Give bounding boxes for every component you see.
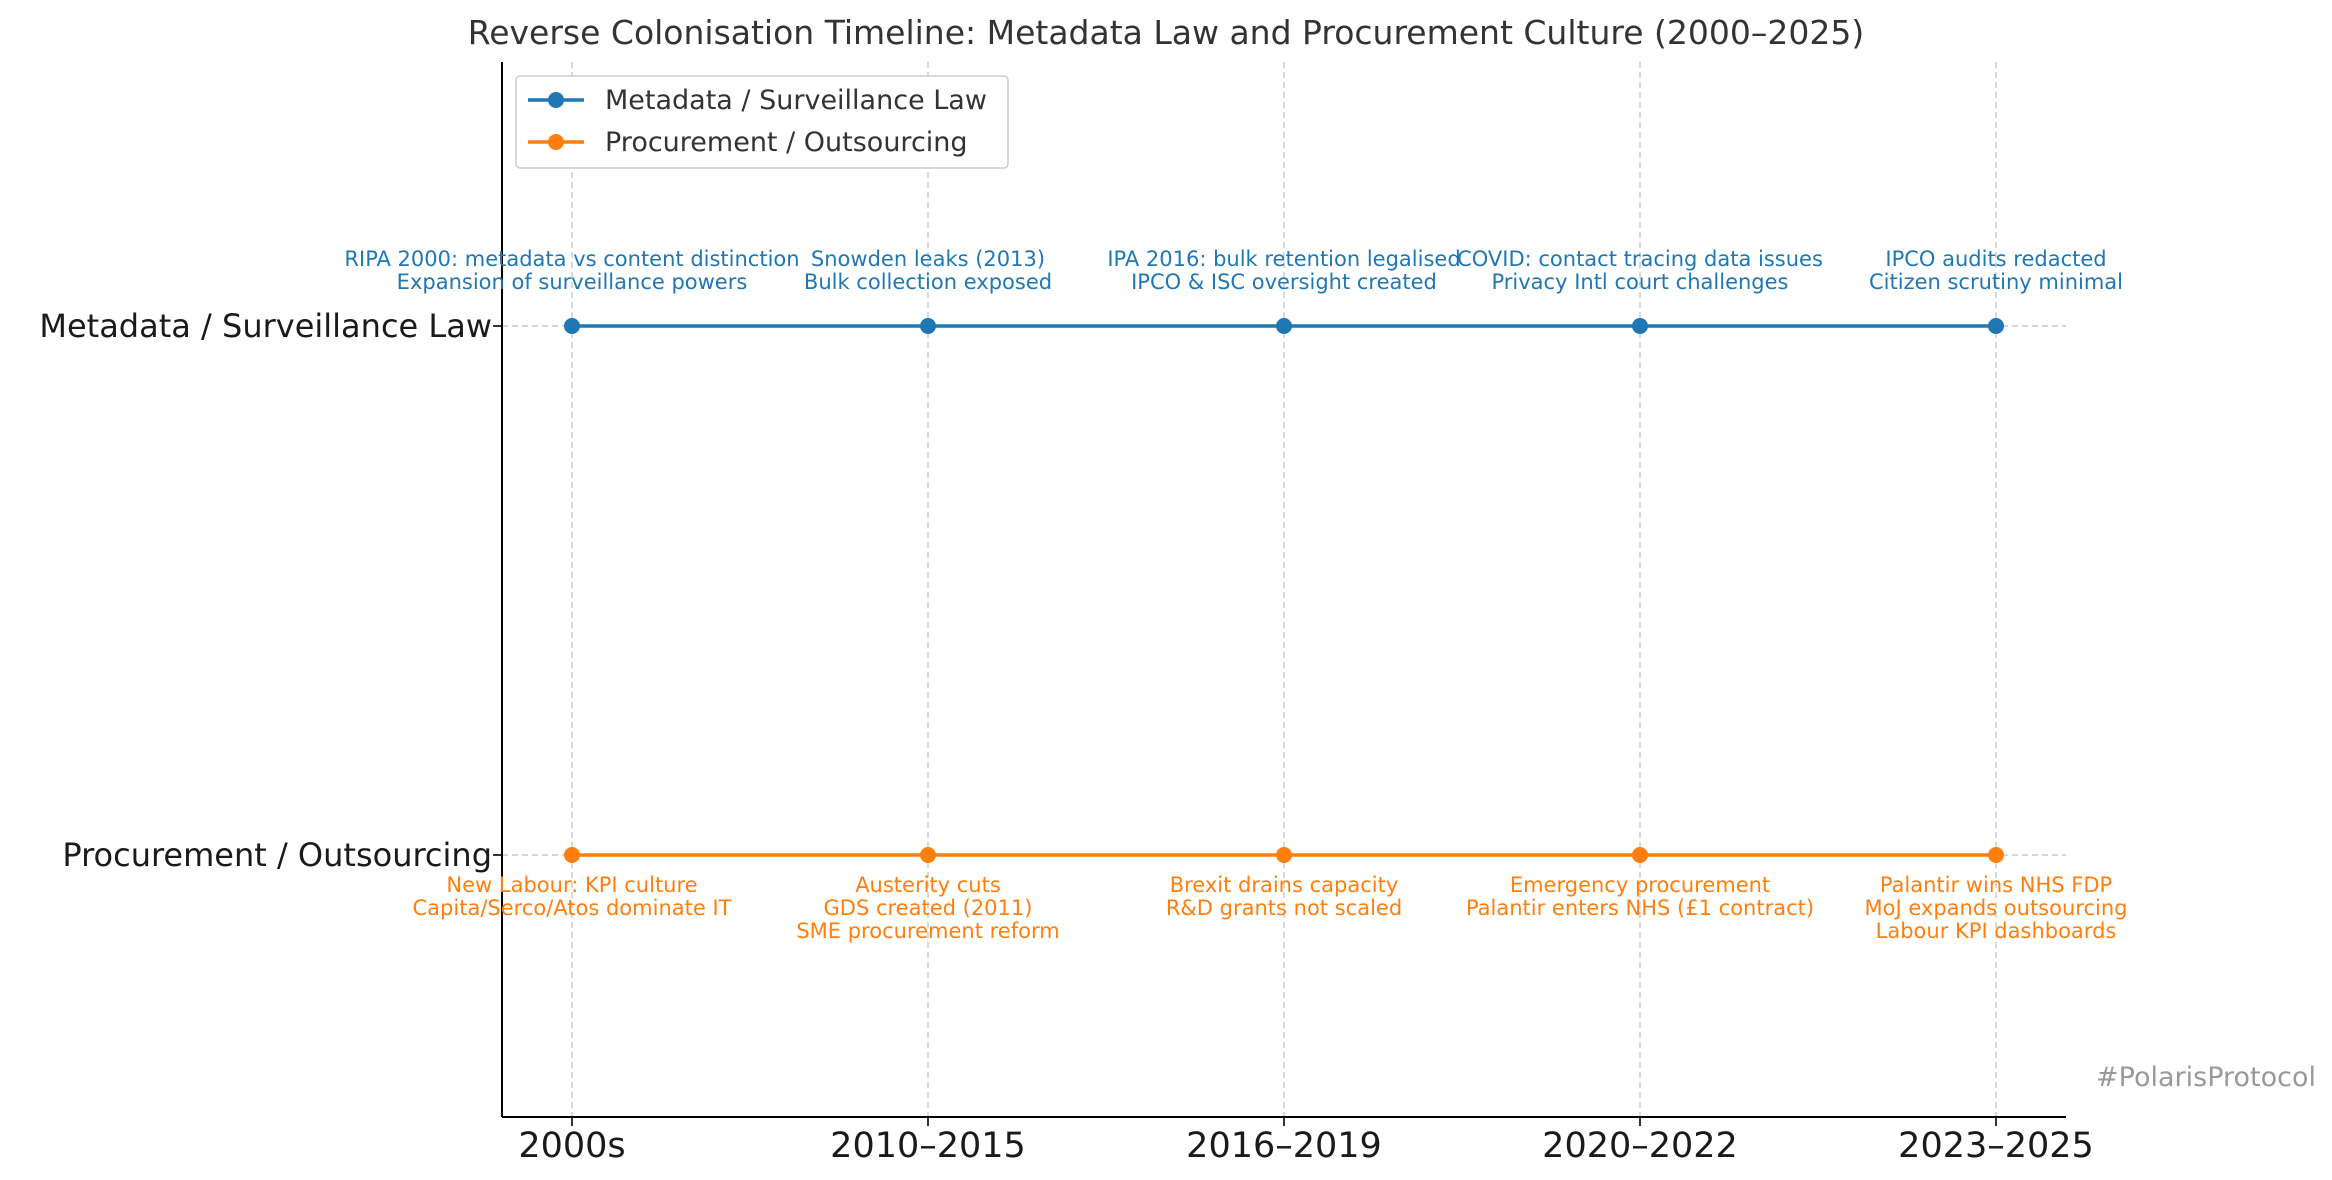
- annotation-line: Bulk collection exposed: [804, 270, 1052, 294]
- chart-title: Reverse Colonisation Timeline: Metadata …: [468, 13, 1864, 52]
- legend-marker: [548, 92, 564, 108]
- data-point: [1988, 318, 2004, 334]
- annotation-line: IPA 2016: bulk retention legalised: [1107, 247, 1460, 271]
- legend-marker: [548, 134, 564, 150]
- data-point: [920, 847, 936, 863]
- annotation-line: New Labour: KPI culture: [446, 873, 697, 897]
- point-annotation: Palantir wins NHS FDP MoJ expands outsour…: [1865, 873, 2128, 943]
- data-point: [564, 318, 580, 334]
- point-annotation: COVID: contact tracing data issues Privac…: [1457, 247, 1823, 294]
- annotation-line: Austerity cuts: [855, 873, 1001, 897]
- annotation-line: Emergency procurement: [1510, 873, 1770, 897]
- annotation-line: Labour KPI dashboards: [1876, 919, 2117, 943]
- annotation-line: MoJ expands outsourcing: [1865, 896, 2128, 920]
- legend-label: Metadata / Surveillance Law: [605, 85, 987, 116]
- annotation-line: SME procurement reform: [796, 919, 1059, 943]
- data-point: [564, 847, 580, 863]
- legend-frame: [515, 75, 1009, 169]
- annotation-line: RIPA 2000: metadata vs content distincti…: [344, 247, 799, 271]
- annotation-line: Expansion of surveillance powers: [397, 270, 748, 294]
- annotation-line: Palantir wins NHS FDP: [1880, 873, 2112, 897]
- annotation-line: Snowden leaks (2013): [811, 247, 1045, 271]
- point-annotation: New Labour: KPI culture Capita/Serco/Atos…: [413, 873, 732, 920]
- data-point: [920, 318, 936, 334]
- annotation-line: Palantir enters NHS (£1 contract): [1466, 896, 1814, 920]
- x-tick-label: 2010–2015: [830, 1126, 1026, 1166]
- watermark-text: #PolarisProtocol: [2096, 1062, 2316, 1093]
- data-point: [1988, 847, 2004, 863]
- point-annotation: Emergency procurement Palantir enters NHS…: [1466, 873, 1814, 920]
- x-tick-label: 2000s: [518, 1126, 625, 1166]
- annotation-line: IPCO audits redacted: [1885, 247, 2106, 271]
- annotation-line: R&D grants not scaled: [1166, 896, 1402, 920]
- annotation-line: Brexit drains capacity: [1170, 873, 1399, 897]
- annotation-line: Citizen scrutiny minimal: [1869, 270, 2123, 294]
- data-point: [1276, 847, 1292, 863]
- data-point: [1632, 318, 1648, 334]
- annotation-line: GDS created (2011): [824, 896, 1033, 920]
- legend-label: Procurement / Outsourcing: [605, 127, 968, 158]
- point-annotation: Austerity cuts GDS created (2011) SME proc…: [796, 873, 1059, 943]
- annotation-line: Capita/Serco/Atos dominate IT: [413, 896, 732, 920]
- y-tick-label: Metadata / Surveillance Law: [39, 307, 492, 345]
- data-point: [1276, 318, 1292, 334]
- x-tick-label: 2023–2025: [1898, 1126, 2094, 1166]
- annotation-line: COVID: contact tracing data issues: [1457, 247, 1823, 271]
- point-annotation: Brexit drains capacity R&D grants not sca…: [1166, 873, 1402, 920]
- data-point: [1632, 847, 1648, 863]
- y-tick-label: Procurement / Outsourcing: [62, 836, 492, 874]
- point-annotation: IPA 2016: bulk retention legalised IPCO &…: [1107, 247, 1460, 294]
- grid-lines: [502, 62, 2066, 1117]
- point-annotation: RIPA 2000: metadata vs content distincti…: [344, 247, 799, 294]
- annotation-line: IPCO & ISC oversight created: [1131, 270, 1437, 294]
- x-tick-label: 2020–2022: [1542, 1126, 1738, 1166]
- annotation-line: Privacy Intl court challenges: [1491, 270, 1788, 294]
- x-tick-label: 2016–2019: [1186, 1126, 1382, 1166]
- point-annotation: Snowden leaks (2013) Bulk collection expo…: [804, 247, 1052, 294]
- point-annotation: IPCO audits redacted Citizen scrutiny min…: [1869, 247, 2123, 294]
- legend: Metadata / Surveillance Law Procurement /…: [515, 75, 1009, 169]
